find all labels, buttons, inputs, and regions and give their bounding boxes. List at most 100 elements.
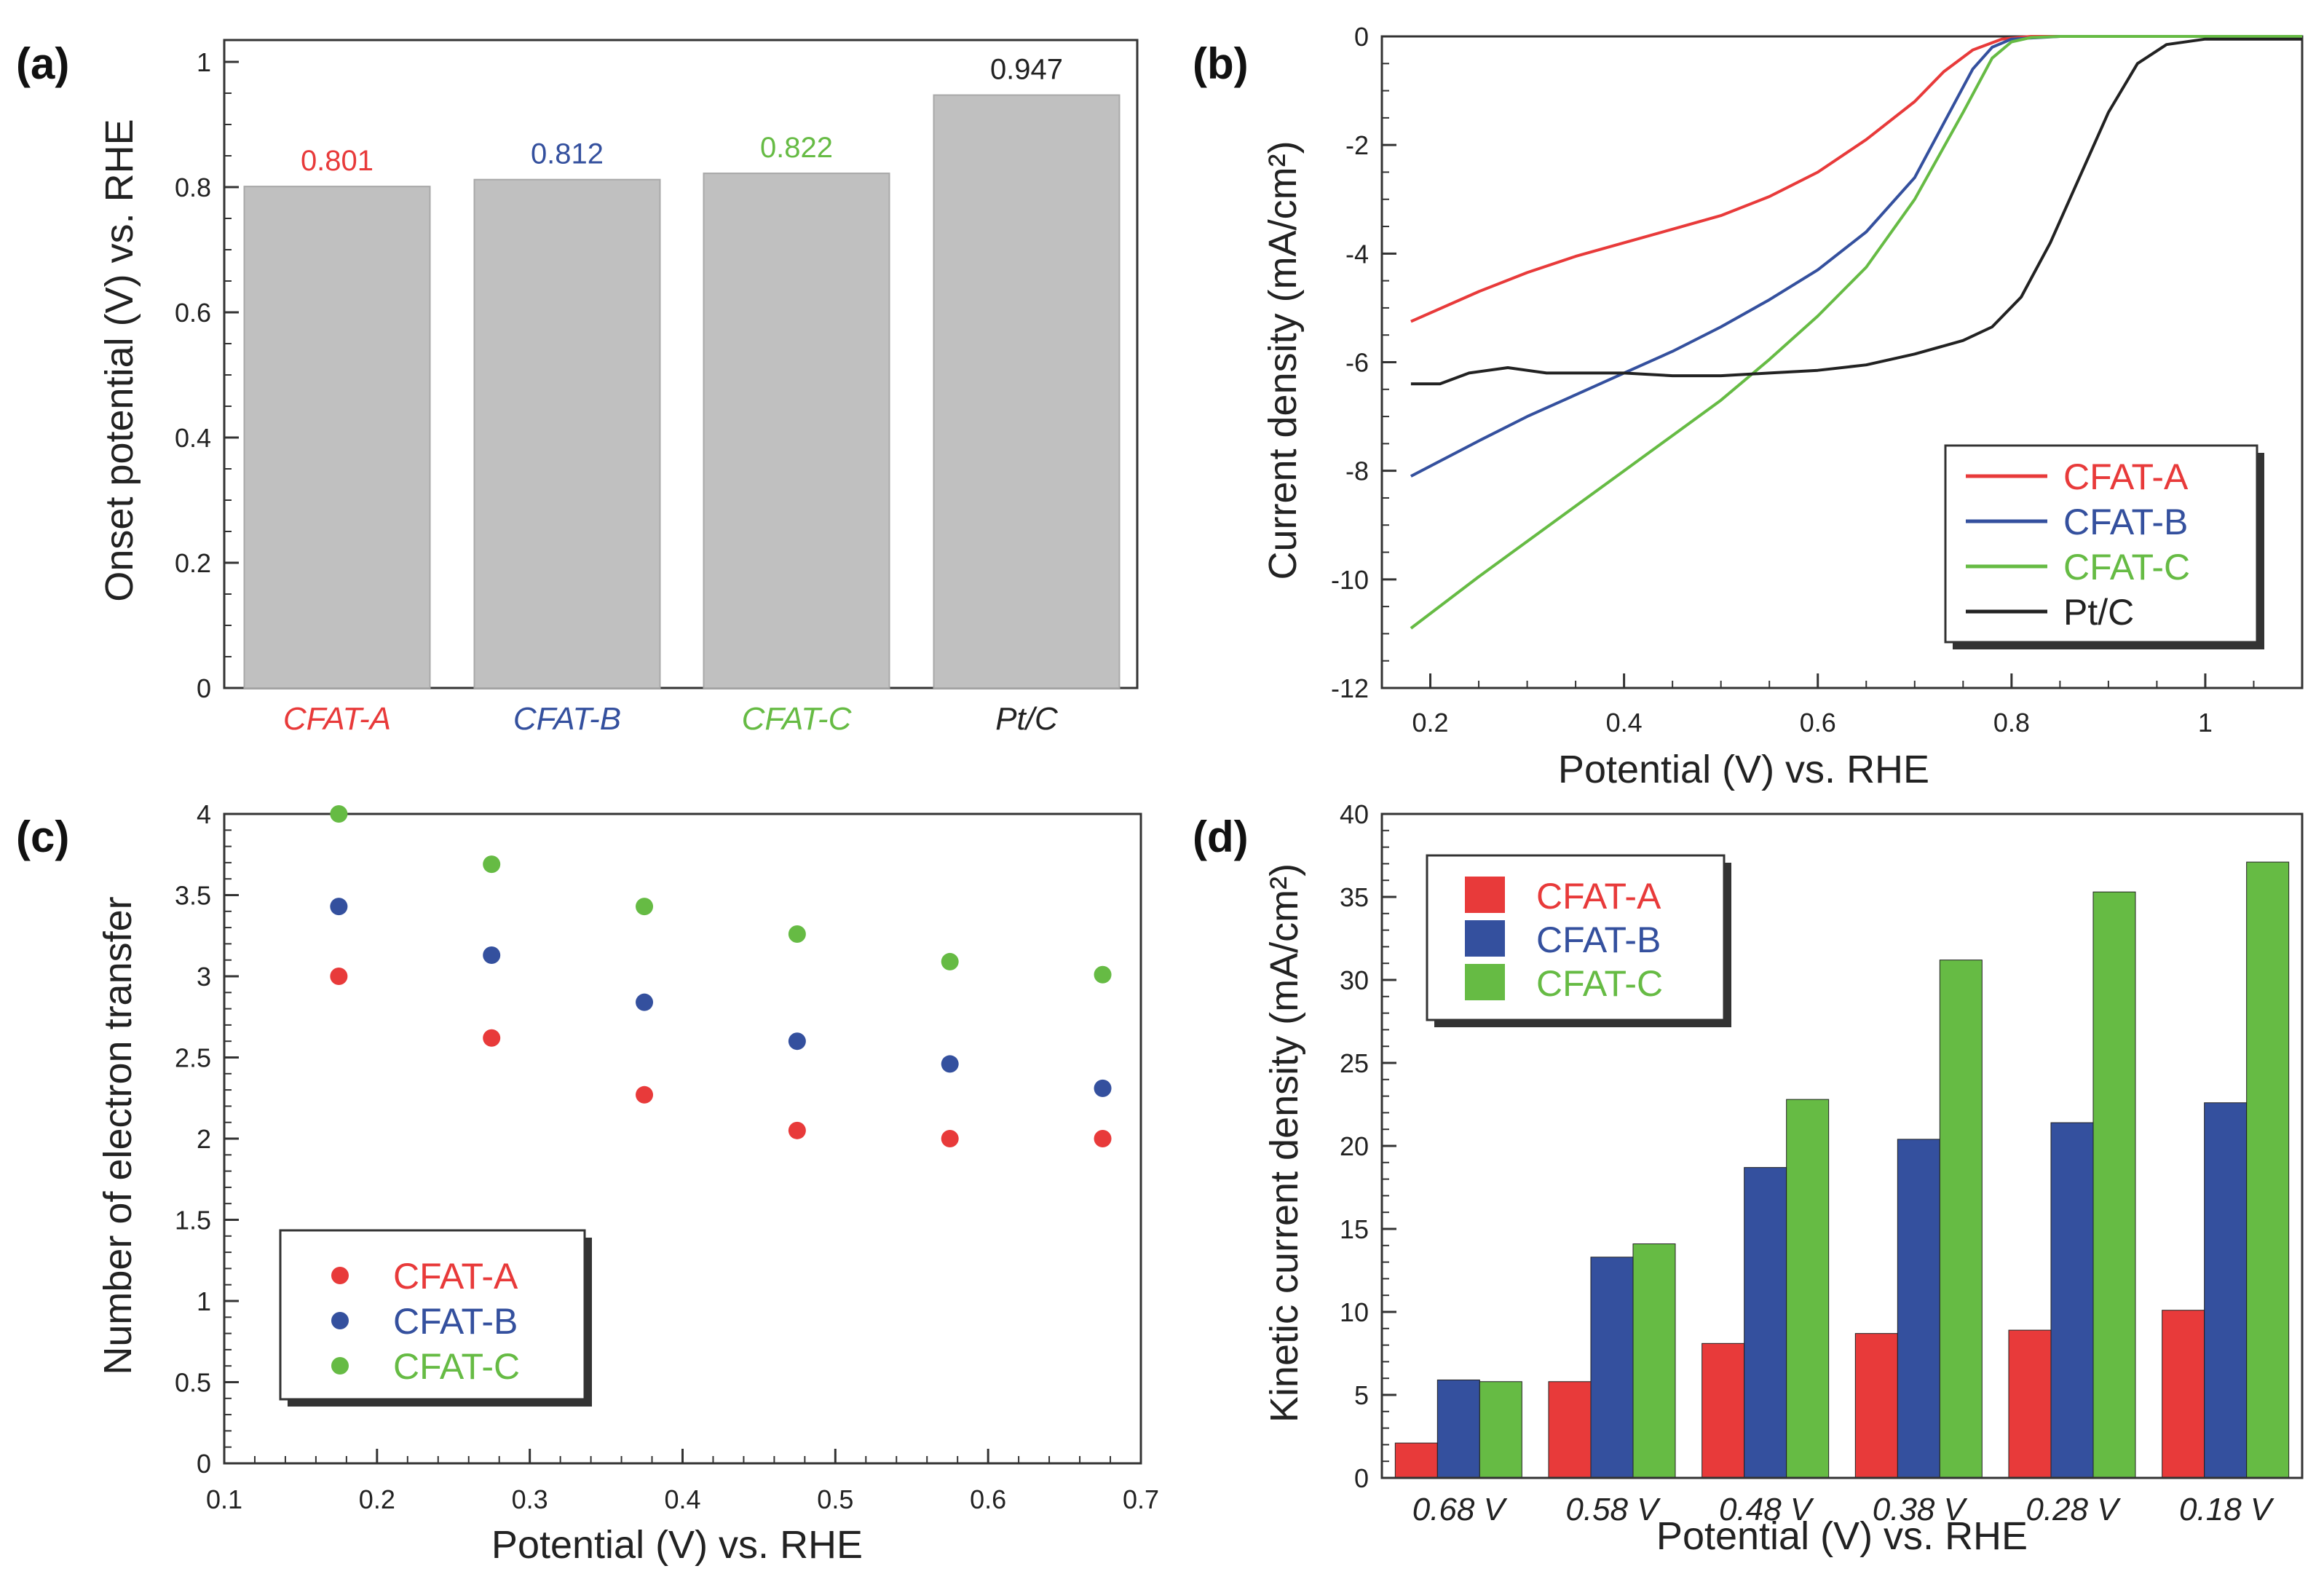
panel-d-legend-swatch xyxy=(1465,877,1505,913)
panel-c-ytick-label: 0 xyxy=(197,1449,211,1479)
panel-c-xlabel: Potential (V) vs. RHE xyxy=(491,1523,863,1567)
panel-d-bar xyxy=(2162,1310,2205,1479)
panel-c-ytick-label: 0.5 xyxy=(175,1368,211,1398)
panel-a-bar xyxy=(243,186,431,689)
panel-d-bar xyxy=(1702,1342,1745,1479)
panel-a-bar-value-label: 0.822 xyxy=(760,132,833,164)
panel-d-label: (d) xyxy=(1193,812,1249,861)
panel-b-ytick-label: -4 xyxy=(1345,239,1369,269)
panel-d-category-label: 0.58 V xyxy=(1565,1492,1661,1527)
panel-a-frame xyxy=(223,39,1139,689)
panel-d-bar xyxy=(2050,1122,2094,1479)
panel-b-ytick-label: -8 xyxy=(1345,456,1369,486)
panel-d-legend-swatch xyxy=(1465,964,1505,1000)
panel-c-xtick-label: 0.4 xyxy=(664,1484,700,1514)
panel-a-category-label: Pt/C xyxy=(995,701,1059,737)
panel-c-data-point xyxy=(483,1029,501,1047)
panel-b-legend-label: CFAT-C xyxy=(2063,547,2190,588)
panel-d-ytick-label: 0 xyxy=(1354,1463,1369,1493)
panel-c-data-point xyxy=(330,968,348,985)
panel-d-category-label: 0.38 V xyxy=(1873,1492,1968,1527)
panel-d-bar xyxy=(1632,1243,1676,1479)
panel-a-category-label: CFAT-C xyxy=(742,701,853,737)
panel-c-legend-marker xyxy=(331,1357,349,1375)
panel-b-xtick-label: 1 xyxy=(2198,708,2213,737)
panel-c-ytick-label: 1 xyxy=(197,1286,211,1316)
panel-a-ytick-label: 0.6 xyxy=(175,298,211,328)
panel-d-bar xyxy=(1479,1381,1522,1479)
panel-c-frame xyxy=(223,812,1142,1465)
panel-d-bar xyxy=(1897,1139,1940,1479)
panel-c-data-point xyxy=(941,952,959,970)
panel-c-data-point xyxy=(483,855,501,874)
panel-d-ylabel: Kinetic current density (mA/cm²) xyxy=(1262,863,1306,1423)
panel-c-ytick-label: 4 xyxy=(197,799,211,829)
panel-a-plot: 0 0.2 0.4 0.6 0.8 1 0.801 CFAT-A 0.812 CFAT-B 0.82… xyxy=(175,39,1139,737)
panel-a-bar-value-label: 0.801 xyxy=(301,145,374,177)
panel-c-data-point xyxy=(330,898,348,916)
panel-b-xtick-label: 0.8 xyxy=(1993,708,2030,737)
panel-c-xtick-label: 0.2 xyxy=(359,1484,395,1514)
panel-d-plot: 0 5 10 15 20 25 30 35 40 0.68 V 0.58 V 0.48 V 0.38 V… xyxy=(1340,799,2304,1527)
panel-d-bar xyxy=(1854,1333,1898,1479)
panel-d-ytick-label: 30 xyxy=(1340,965,1369,995)
panel-d-category-label: 0.68 V xyxy=(1412,1492,1508,1527)
panel-b-polarization-curves: (b) Current density (mA/cm²) Potential (… xyxy=(1193,22,2304,791)
panel-b-ytick-label: 0 xyxy=(1354,22,1369,52)
panel-d-xlabel: Potential (V) vs. RHE xyxy=(1656,1514,2028,1558)
panel-a-category-label: CFAT-B xyxy=(513,701,621,737)
panel-b-ylabel: Current density (mA/cm²) xyxy=(1261,141,1305,580)
panel-c-legend-box xyxy=(279,1229,586,1401)
panel-b-xtick-label: 0.4 xyxy=(1606,708,1643,737)
panel-c-data-point xyxy=(788,1121,806,1139)
panel-c-legend-label: CFAT-C xyxy=(393,1346,520,1387)
panel-d-category-label: 0.18 V xyxy=(2179,1492,2274,1527)
panel-d-ytick-label: 35 xyxy=(1340,882,1369,912)
panel-d-bar xyxy=(1744,1167,1787,1479)
panel-c-ytick-label: 2 xyxy=(197,1124,211,1154)
panel-d-category-label: 0.28 V xyxy=(2025,1492,2121,1527)
panel-c-ytick-label: 2.5 xyxy=(175,1043,211,1073)
panel-d-ytick-label: 5 xyxy=(1354,1380,1369,1410)
panel-c-xtick-label: 0.7 xyxy=(1123,1484,1159,1514)
panel-d-bar xyxy=(1436,1379,1480,1479)
panel-a-bar-value-label: 0.812 xyxy=(531,138,604,170)
panel-c-data-point xyxy=(636,993,654,1011)
panel-c-data-point xyxy=(1094,1130,1112,1147)
panel-b-ytick-label: -10 xyxy=(1331,565,1369,595)
panel-c-ytick-label: 3 xyxy=(197,962,211,992)
panel-c-electron-transfer: (c) Number of electron transfer Potentia… xyxy=(16,799,1159,1567)
panel-b-ytick-label: -6 xyxy=(1345,348,1369,378)
panel-b-series-line xyxy=(1410,37,2302,386)
panel-d-bar xyxy=(1939,960,1983,1479)
panel-c-xtick-label: 0.3 xyxy=(512,1484,548,1514)
panel-c-legend-label: CFAT-A xyxy=(393,1256,518,1297)
panel-d-ytick-label: 40 xyxy=(1340,799,1369,829)
panel-a-label: (a) xyxy=(16,39,69,88)
panel-a-category-label: CFAT-A xyxy=(283,701,391,737)
panel-c-data-point xyxy=(788,1032,806,1051)
panel-a-bar xyxy=(473,178,661,689)
panel-c-ytick-label: 3.5 xyxy=(175,881,211,911)
panel-d-ytick-label: 20 xyxy=(1340,1131,1369,1161)
panel-d-frame xyxy=(1380,812,2304,1479)
panel-c-data-point xyxy=(1094,965,1112,984)
panel-b-series-line xyxy=(1410,35,2302,478)
panel-a-ytick-label: 0.8 xyxy=(175,173,211,202)
panel-c-ytick-label: 1.5 xyxy=(175,1206,211,1235)
panel-d-legend-label: CFAT-B xyxy=(1536,919,1661,960)
panel-d-bar xyxy=(2092,891,2136,1479)
panel-a-ytick-label: 1 xyxy=(197,47,211,77)
panel-b-xtick-label: 0.2 xyxy=(1412,708,1449,737)
panel-b-ytick-label: -12 xyxy=(1331,673,1369,703)
panel-a-ylabel: Onset potential (V) vs. RHE xyxy=(98,119,141,601)
panel-c-legend-marker xyxy=(331,1267,349,1284)
panel-a-onset-potential: (a) Onset potential (V) vs. RHE 00.20.40… xyxy=(16,39,1139,737)
panel-c-legend-label: CFAT-B xyxy=(393,1301,518,1342)
panel-a-bar xyxy=(933,94,1120,689)
panel-d-bar xyxy=(1590,1257,1634,1479)
panel-d-bar xyxy=(2204,1102,2248,1479)
panel-b-xtick-label: 0.6 xyxy=(1800,708,1836,737)
panel-a-bar xyxy=(703,173,890,689)
